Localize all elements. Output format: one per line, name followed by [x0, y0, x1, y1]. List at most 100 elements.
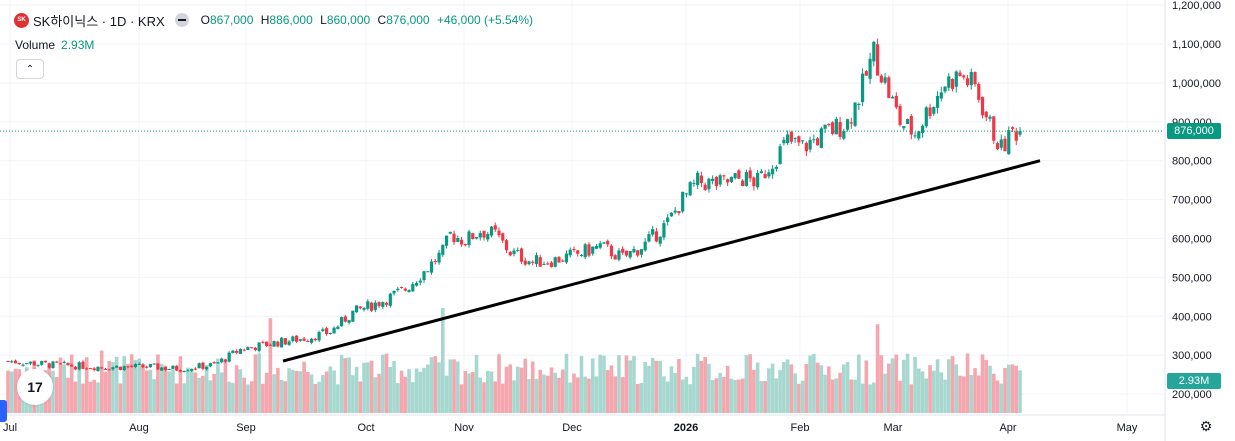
candle-body — [411, 284, 415, 292]
volume-bar — [954, 364, 959, 413]
candle-body — [849, 122, 853, 124]
volume-bar — [324, 371, 329, 413]
volume-bar — [216, 358, 220, 413]
high-value: 886,000 — [269, 13, 313, 27]
candle-body — [681, 191, 685, 212]
volume-bar — [823, 374, 827, 413]
volume-bar — [122, 356, 126, 413]
tradingview-logo[interactable]: 17 — [17, 369, 53, 405]
candle-body — [223, 359, 227, 362]
candle-body — [860, 73, 865, 103]
volume-bar — [1006, 364, 1011, 413]
chart-grid — [0, 0, 1163, 415]
volume-bar — [800, 380, 805, 413]
sk-hynix-logo: SK — [14, 12, 29, 28]
price-tick-label: 400,000 — [1172, 311, 1212, 323]
price-tick-label: 1,000,000 — [1172, 78, 1221, 90]
volume-bar — [497, 354, 501, 413]
candle-body — [369, 302, 374, 311]
volume-bar — [688, 384, 692, 413]
volume-bar — [212, 373, 216, 413]
volume-bar — [530, 361, 535, 413]
candle-body — [272, 341, 276, 347]
close-value: 876,000 — [386, 13, 430, 27]
volume-bar — [617, 355, 621, 413]
symbol-legend[interactable]: SK SK하이닉스 · 1D · KRX O867,000 H886,000 L… — [14, 10, 533, 30]
volume-bar — [485, 370, 490, 413]
candle-body — [489, 226, 494, 236]
left-panel-toggle[interactable] — [0, 400, 7, 422]
candle-body — [208, 363, 212, 367]
candle-body — [853, 102, 857, 126]
candle-body — [321, 329, 325, 332]
volume-bar — [144, 370, 149, 413]
hide-icon[interactable] — [174, 13, 189, 27]
candle-body — [913, 135, 917, 137]
volume-bar — [684, 376, 689, 413]
candle-body — [70, 364, 74, 367]
candle-body — [444, 235, 449, 246]
symbol-title[interactable]: SK하이닉스 · 1D · KRX — [33, 13, 165, 29]
candle-body — [40, 361, 44, 365]
candle-body — [995, 143, 1000, 150]
volume-bar — [369, 360, 374, 413]
candle-body — [463, 243, 467, 246]
volume-bar — [909, 384, 914, 413]
candle-body — [875, 44, 880, 76]
candle-body — [227, 352, 231, 362]
volume-bar — [1014, 365, 1019, 413]
candle-body — [36, 364, 40, 366]
candle-body — [62, 361, 66, 363]
candle-body — [501, 233, 505, 241]
candle-body — [654, 231, 659, 242]
volume-bar — [54, 377, 59, 413]
volume-bar — [96, 382, 100, 413]
candle-body — [939, 92, 943, 99]
candle-body — [358, 306, 362, 309]
volume-bar — [467, 373, 471, 413]
candle-body — [621, 248, 625, 253]
candle-body — [628, 250, 632, 258]
volume-bar — [620, 377, 625, 413]
volume-bar — [598, 354, 603, 413]
candle-body — [902, 126, 906, 129]
volume-bar — [399, 370, 404, 413]
volume-bar — [594, 376, 599, 413]
candle-body — [1007, 130, 1011, 155]
candle-body — [310, 338, 314, 343]
volume-bar — [403, 376, 408, 413]
volume-bar — [579, 356, 584, 413]
collapse-legend-button[interactable]: ⌃ — [16, 59, 44, 79]
volume-bar — [830, 379, 835, 413]
volume-bar — [283, 381, 288, 413]
volume-bar — [111, 362, 115, 413]
volume-bar — [883, 373, 887, 413]
candle-body — [339, 317, 344, 327]
candle-body — [564, 253, 569, 263]
volume-bar — [261, 383, 265, 413]
volume-bar — [639, 382, 644, 413]
candle-body — [508, 251, 512, 256]
volume-bar — [148, 369, 153, 413]
settings-gear-icon[interactable]: ⚙ — [1199, 417, 1213, 434]
candle-body — [28, 361, 33, 364]
candle-body — [216, 362, 220, 364]
candle-body — [392, 291, 396, 294]
candle-body — [823, 124, 827, 129]
candle-body — [302, 338, 306, 341]
candle-body — [295, 335, 299, 342]
volume-bar — [860, 383, 865, 413]
candle-body — [587, 244, 591, 256]
volume-bar — [141, 364, 145, 413]
time-tick-label: Apr — [999, 422, 1016, 434]
candle-body — [414, 282, 419, 286]
volume-legend[interactable]: Volume 2.93M — [15, 38, 94, 52]
candle-body — [130, 365, 134, 367]
volume-bar — [613, 376, 617, 413]
volume-bar — [204, 365, 209, 413]
candle-body — [283, 338, 287, 345]
volume-bar — [13, 368, 18, 413]
candle-body — [804, 142, 808, 152]
candle-body — [905, 118, 910, 125]
